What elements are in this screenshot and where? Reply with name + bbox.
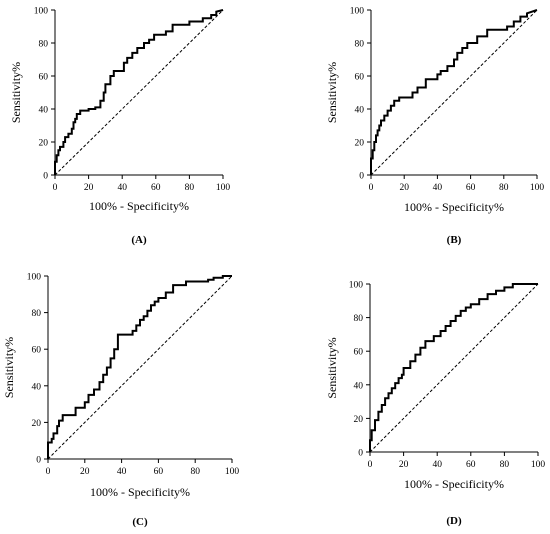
roc-panel-d: 0 20 40 60 80 100 0 20 40 60 80 100 100% - Specifici… [325, 281, 545, 528]
x-tick-label: 80 [500, 460, 510, 470]
y-axis-title: Sensitivity% [325, 62, 339, 123]
x-tick-label: 40 [433, 183, 443, 193]
y-tick-label: 60 [39, 73, 49, 83]
y-tick-label: 60 [32, 346, 42, 356]
x-tick-label: 80 [190, 467, 200, 477]
y-tick-label: 20 [355, 139, 365, 149]
reference-diagonal-line [370, 9, 538, 176]
y-tick-label: 100 [350, 7, 365, 17]
x-tick-label: 60 [466, 460, 476, 470]
panel-caption: (C) [132, 516, 148, 528]
x-tick-label: 0 [369, 183, 374, 193]
panel-caption: (B) [447, 234, 462, 246]
x-tick-label: 40 [117, 183, 127, 193]
y-tick-label: 0 [359, 172, 364, 182]
x-tick-label: 60 [151, 183, 161, 193]
y-tick-label: 0 [43, 172, 48, 182]
x-tick-label: 0 [368, 460, 373, 470]
x-axis-title: 100% - Specificity% [89, 199, 189, 213]
y-tick-label: 100 [34, 7, 49, 17]
roc-curve-line [54, 9, 224, 175]
reference-diagonal-line [47, 275, 233, 460]
y-tick-label: 40 [354, 381, 364, 391]
x-tick-label: 60 [154, 467, 164, 477]
x-tick-label: 80 [499, 183, 509, 193]
y-tick-label: 80 [32, 309, 42, 319]
x-axis-title: 100% - Specificity% [404, 200, 504, 214]
roc-curve-line [370, 9, 538, 175]
y-axis-title: Sensitivity% [9, 62, 23, 123]
y-tick-label: 80 [355, 40, 365, 50]
y-tick-label: 40 [32, 382, 42, 392]
y-tick-label: 60 [354, 348, 364, 358]
x-tick-label: 100 [530, 183, 545, 193]
y-tick-label: 20 [39, 139, 49, 149]
y-tick-label: 60 [355, 73, 365, 83]
y-tick-label: 100 [27, 273, 42, 283]
x-tick-label: 20 [80, 467, 90, 477]
roc-curve-line [47, 275, 232, 459]
reference-diagonal-line [54, 9, 224, 176]
x-tick-label: 60 [466, 183, 476, 193]
x-axis-title: 100% - Specificity% [404, 477, 504, 491]
panel-caption: (D) [446, 515, 462, 527]
y-tick-label: 0 [36, 456, 41, 466]
x-tick-label: 20 [399, 183, 409, 193]
roc-panel-a: 0 20 40 60 80 100 0 20 40 60 80 100 100% - Specifici… [9, 7, 230, 247]
x-tick-label: 40 [117, 467, 127, 477]
x-tick-label: 20 [84, 183, 94, 193]
x-tick-label: 0 [46, 467, 51, 477]
y-tick-label: 0 [358, 449, 363, 459]
roc-panel-b: 0 20 40 60 80 100 0 20 40 60 80 100 100% - Specifici… [325, 7, 544, 247]
x-tick-label: 80 [185, 183, 195, 193]
y-tick-label: 80 [354, 314, 364, 324]
panel-caption: (A) [131, 234, 147, 246]
x-tick-label: 100 [531, 460, 546, 470]
x-tick-label: 20 [399, 460, 409, 470]
y-tick-label: 40 [355, 106, 365, 116]
x-tick-label: 100 [225, 467, 240, 477]
x-tick-label: 40 [432, 460, 442, 470]
y-tick-label: 20 [32, 419, 42, 429]
x-axis-title: 100% - Specificity% [90, 485, 190, 499]
roc-panel-c: 0 20 40 60 80 100 0 20 40 60 80 100 100% - Specifici… [2, 273, 239, 529]
y-tick-label: 20 [354, 415, 364, 425]
y-tick-label: 40 [39, 106, 49, 116]
y-axis-title: Sensitivity% [325, 337, 339, 398]
x-tick-label: 0 [53, 183, 58, 193]
x-tick-label: 100 [216, 183, 231, 193]
reference-diagonal-line [369, 283, 539, 453]
y-axis-title: Sensitivity% [2, 337, 16, 398]
roc-curve-line [369, 283, 538, 452]
y-tick-label: 80 [39, 40, 49, 50]
y-tick-label: 100 [349, 281, 364, 291]
